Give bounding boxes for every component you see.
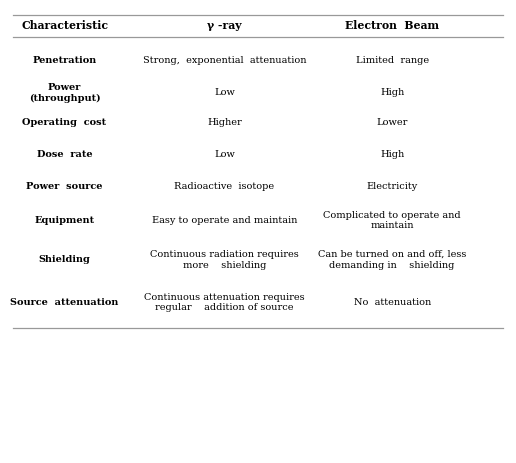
Text: Limited  range: Limited range: [356, 56, 429, 65]
Text: Dose  rate: Dose rate: [37, 149, 92, 158]
Text: Shielding: Shielding: [39, 255, 90, 264]
Text: Electron  Beam: Electron Beam: [345, 20, 439, 31]
Text: Equipment: Equipment: [35, 215, 94, 225]
Text: High: High: [380, 149, 404, 158]
Text: Power
(throughput): Power (throughput): [29, 83, 100, 102]
Text: Low: Low: [214, 149, 235, 158]
Text: Higher: Higher: [207, 118, 242, 127]
Text: Operating  cost: Operating cost: [22, 118, 107, 127]
Text: Complicated to operate and
maintain: Complicated to operate and maintain: [324, 210, 461, 230]
Text: Electricity: Electricity: [366, 181, 418, 191]
Text: Power  source: Power source: [26, 181, 103, 191]
Text: Penetration: Penetration: [33, 56, 96, 65]
Text: Characteristic: Characteristic: [21, 20, 108, 31]
Text: Lower: Lower: [377, 118, 408, 127]
Text: Can be turned on and off, less
demanding in    shielding: Can be turned on and off, less demanding…: [318, 250, 466, 269]
Text: Continuous radiation requires
more    shielding: Continuous radiation requires more shiel…: [150, 250, 299, 269]
Text: Low: Low: [214, 88, 235, 97]
Text: Strong,  exponential  attenuation: Strong, exponential attenuation: [143, 56, 306, 65]
Text: Radioactive  isotope: Radioactive isotope: [174, 181, 275, 191]
Text: Continuous attenuation requires
regular    addition of source: Continuous attenuation requires regular …: [144, 292, 305, 312]
Text: Easy to operate and maintain: Easy to operate and maintain: [152, 215, 297, 225]
Text: Source  attenuation: Source attenuation: [10, 297, 119, 307]
Text: No  attenuation: No attenuation: [353, 297, 431, 307]
Text: γ -ray: γ -ray: [207, 20, 242, 31]
Text: High: High: [380, 88, 404, 97]
